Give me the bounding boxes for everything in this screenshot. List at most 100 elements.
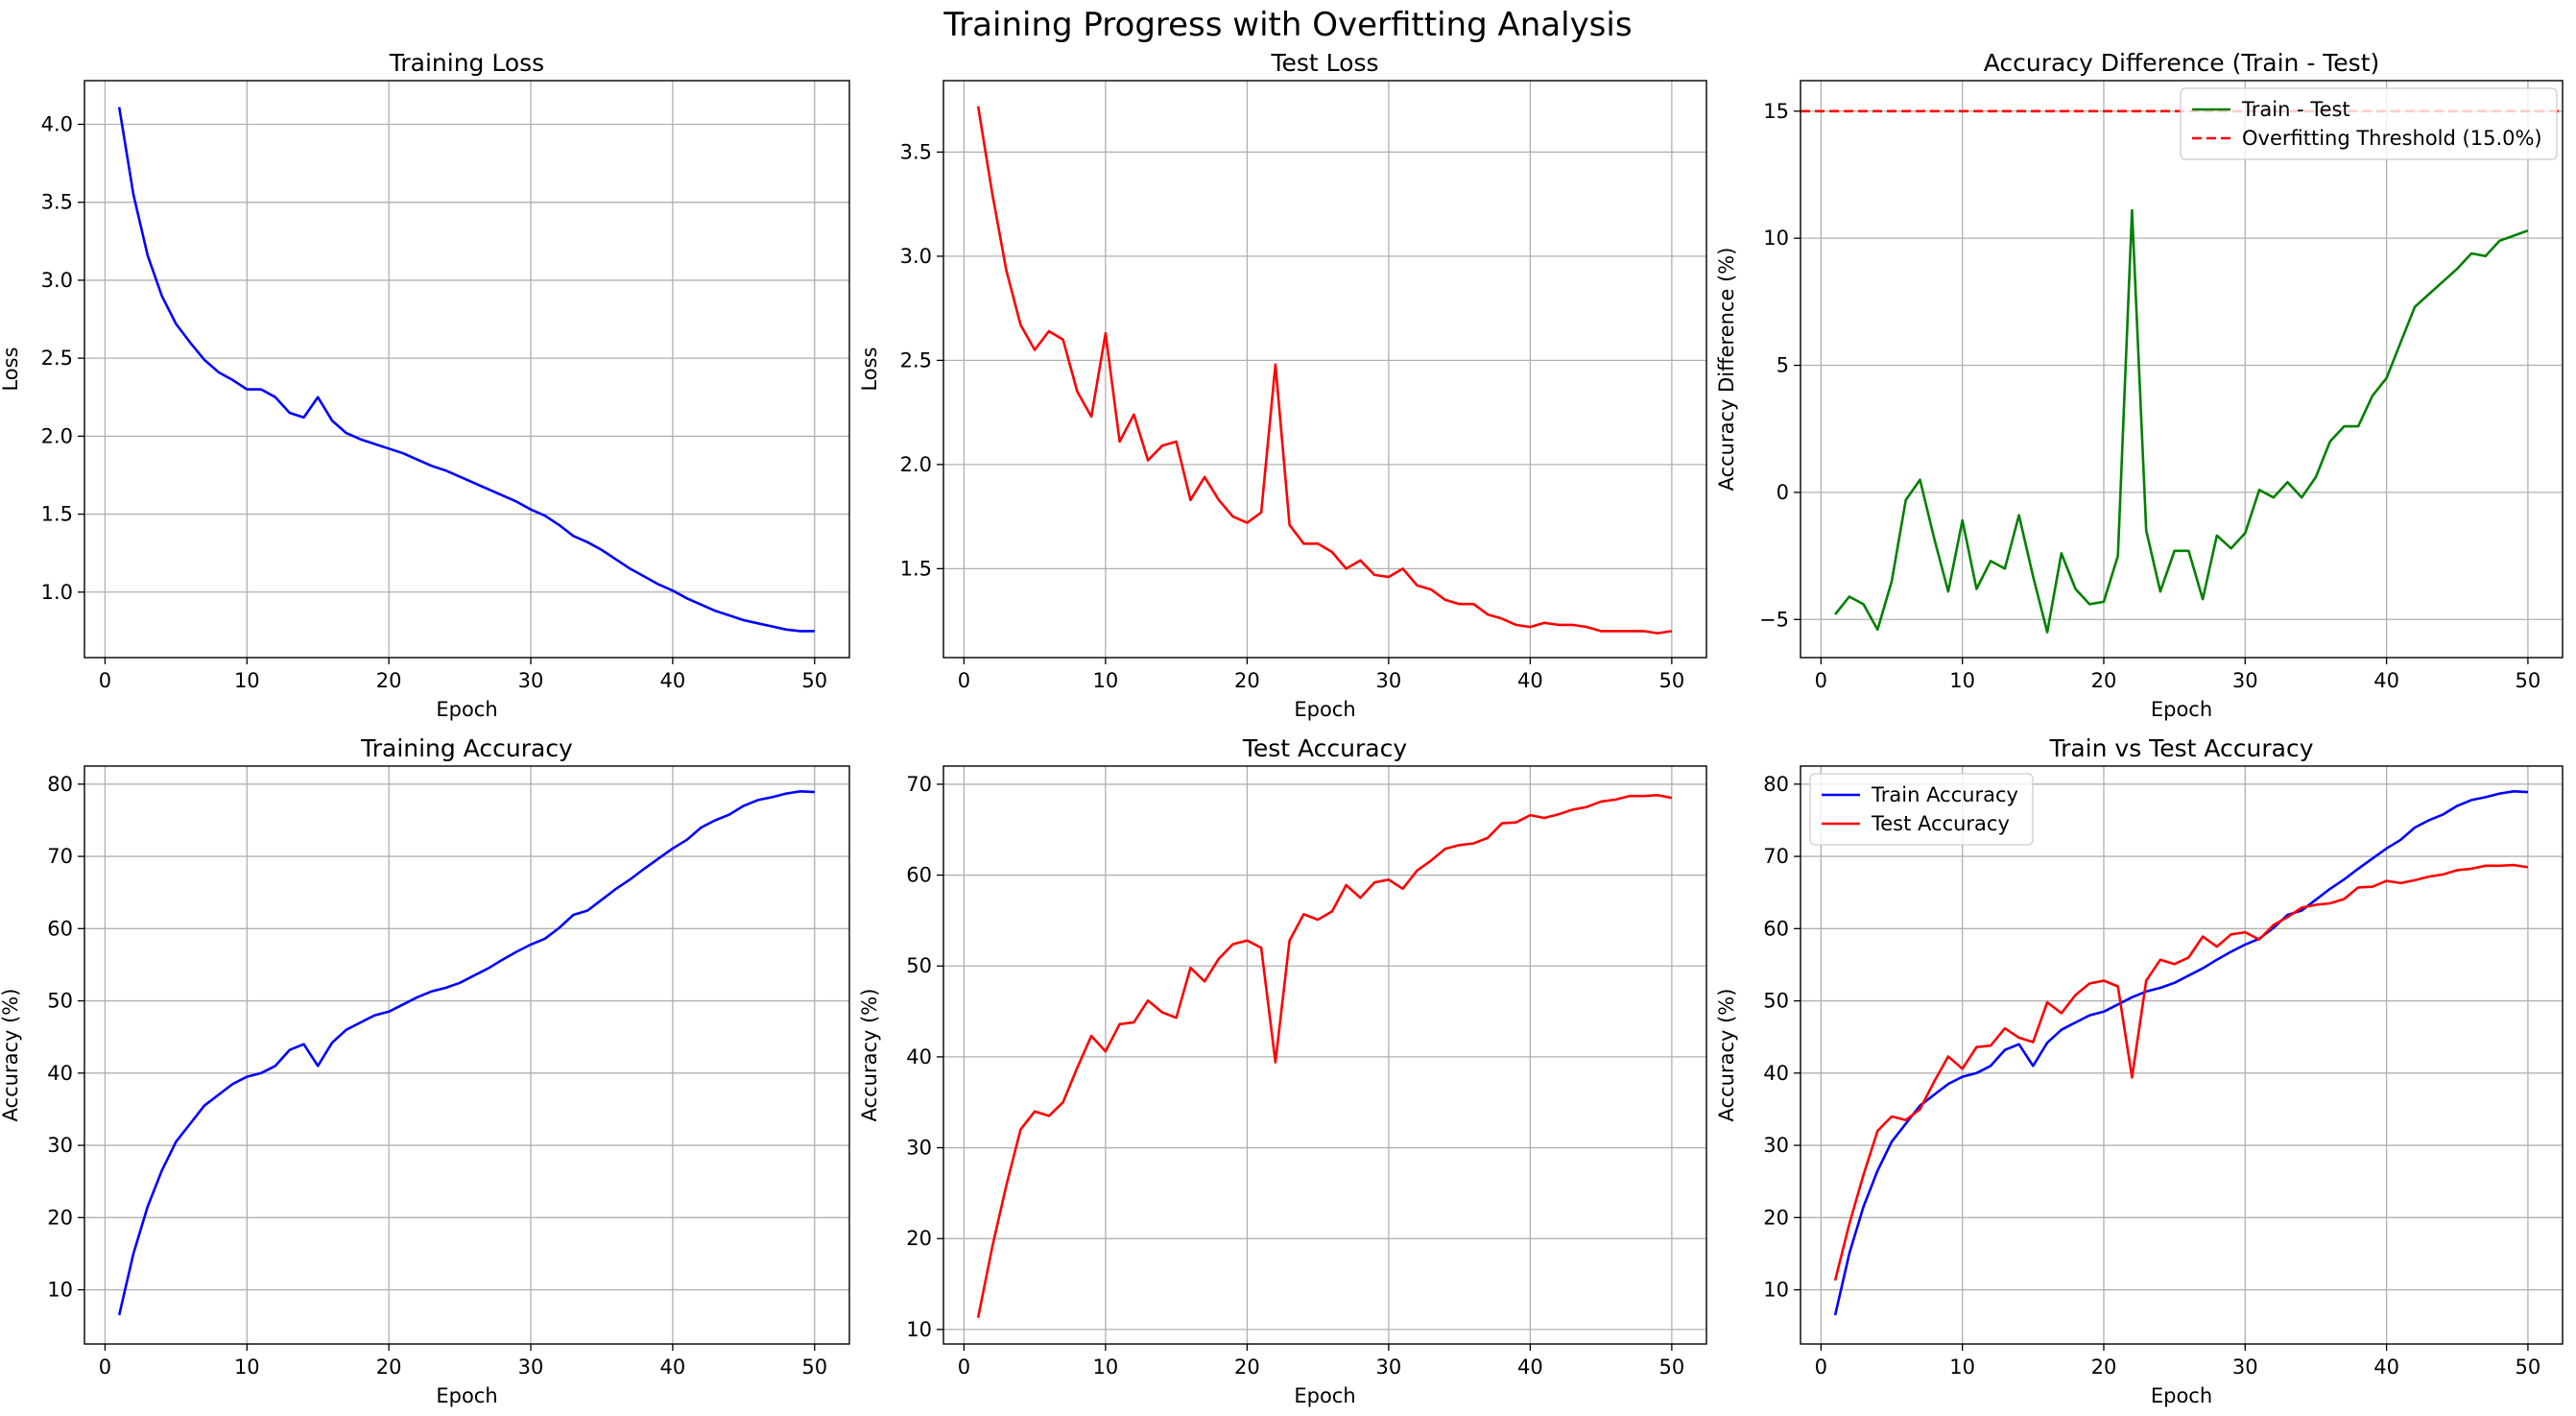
x-tick-label: 40 (1517, 669, 1543, 692)
y-tick-label: 50 (47, 990, 73, 1013)
x-tick-label: 50 (2516, 1356, 2541, 1379)
y-tick-label: 20 (906, 1227, 932, 1250)
y-tick-label: −5 (1759, 608, 1789, 631)
series-line (1834, 208, 2529, 634)
x-tick-label: 40 (1517, 1356, 1543, 1379)
x-tick-label: 20 (376, 669, 402, 692)
x-tick-label: 30 (518, 669, 544, 692)
y-tick-label: 20 (47, 1206, 73, 1229)
x-tick-label: 10 (234, 1356, 260, 1379)
legend-box (2180, 87, 2558, 160)
plot-frame (1800, 80, 2564, 659)
x-tick-label: 10 (234, 669, 260, 692)
legend-label: Train - Test (2241, 98, 2350, 121)
y-axis-label: Loss (858, 347, 881, 391)
y-tick-label: 70 (47, 845, 73, 868)
series-line (117, 789, 815, 1316)
x-tick-label: 20 (1234, 669, 1260, 692)
figure-title: Training Progress with Overfitting Analy… (943, 6, 1633, 44)
y-tick-label: 60 (1763, 917, 1789, 940)
y-tick-label: 3.0 (900, 245, 932, 268)
y-tick-label: 3.5 (900, 140, 932, 163)
x-tick-label: 30 (1376, 669, 1402, 692)
y-tick-label: 1.0 (41, 581, 73, 604)
series-line (1833, 789, 2528, 1316)
y-tick-label: 40 (906, 1045, 932, 1068)
x-tick-label: 30 (2232, 669, 2258, 692)
x-tick-label: 0 (99, 1356, 111, 1379)
y-tick-label: 40 (1763, 1062, 1789, 1085)
x-tick-label: 0 (99, 669, 111, 692)
series-line (117, 107, 815, 633)
x-axis-label: Epoch (436, 698, 497, 721)
x-tick-label: 50 (1658, 1356, 1684, 1379)
legend-label: Test Accuracy (1871, 812, 2010, 835)
plot-frame (942, 765, 1707, 1345)
y-tick-label: 5 (1777, 354, 1789, 377)
y-tick-label: 1.5 (41, 503, 73, 526)
y-tick-label: 10 (1763, 1279, 1789, 1302)
x-tick-label: 20 (376, 1356, 402, 1379)
x-tick-label: 0 (1815, 1356, 1827, 1379)
y-tick-label: 10 (47, 1279, 73, 1302)
y-tick-label: 70 (1763, 845, 1789, 868)
y-tick-label: 10 (1763, 227, 1789, 250)
plot-frame (1800, 765, 2564, 1345)
x-tick-label: 10 (1949, 1356, 1975, 1379)
x-tick-label: 40 (2373, 669, 2399, 692)
y-tick-label: 2.5 (900, 348, 932, 372)
x-tick-label: 20 (2091, 1356, 2117, 1379)
plot-frame (942, 80, 1707, 659)
x-tick-label: 50 (1658, 669, 1684, 692)
x-tick-label: 50 (801, 669, 827, 692)
y-tick-label: 20 (1763, 1206, 1789, 1229)
y-axis-label: Accuracy (%) (1715, 989, 1738, 1122)
x-tick-label: 30 (2232, 1356, 2258, 1379)
x-tick-label: 30 (1376, 1356, 1402, 1379)
chart-title: Accuracy Difference (Train - Test) (1984, 49, 2380, 77)
y-tick-label: 80 (47, 773, 73, 796)
y-tick-label: 1.5 (900, 557, 932, 580)
chart-title: Test Loss (1270, 49, 1378, 77)
series-line (976, 106, 1673, 635)
y-tick-label: 40 (47, 1062, 73, 1085)
y-tick-label: 10 (906, 1318, 932, 1341)
x-axis-label: Epoch (1294, 1384, 1355, 1407)
series-line (1833, 863, 2529, 1282)
y-tick-label: 70 (906, 773, 932, 796)
y-axis-label: Accuracy (%) (0, 989, 22, 1122)
y-tick-label: 80 (1763, 773, 1789, 796)
legend-label: Train Accuracy (1871, 783, 2018, 806)
y-tick-label: 2.0 (41, 424, 73, 447)
x-tick-label: 20 (2091, 669, 2117, 692)
y-tick-label: 30 (47, 1134, 73, 1157)
x-tick-label: 10 (1093, 669, 1119, 692)
y-axis-label: Accuracy Difference (%) (1715, 248, 1738, 492)
x-tick-label: 0 (958, 669, 970, 692)
y-tick-label: 50 (906, 954, 932, 977)
x-tick-label: 10 (1093, 1356, 1119, 1379)
y-tick-label: 0 (1777, 481, 1789, 504)
chart-title: Training Accuracy (360, 734, 573, 762)
legend-label: Overfitting Threshold (15.0%) (2242, 127, 2542, 150)
chart-title: Training Loss (389, 49, 544, 77)
x-tick-label: 0 (1815, 669, 1827, 692)
x-tick-label: 40 (660, 669, 686, 692)
x-tick-label: 20 (1234, 1356, 1260, 1379)
x-tick-label: 0 (958, 1356, 970, 1379)
x-axis-label: Epoch (1294, 698, 1355, 721)
plot-frame (83, 765, 850, 1345)
y-tick-label: 60 (906, 864, 932, 887)
x-tick-label: 40 (660, 1356, 686, 1379)
x-tick-label: 40 (2373, 1356, 2399, 1379)
x-axis-label: Epoch (436, 1384, 497, 1407)
plot-frame (83, 80, 850, 659)
x-tick-label: 50 (801, 1356, 827, 1379)
y-axis-label: Accuracy (%) (858, 989, 881, 1122)
